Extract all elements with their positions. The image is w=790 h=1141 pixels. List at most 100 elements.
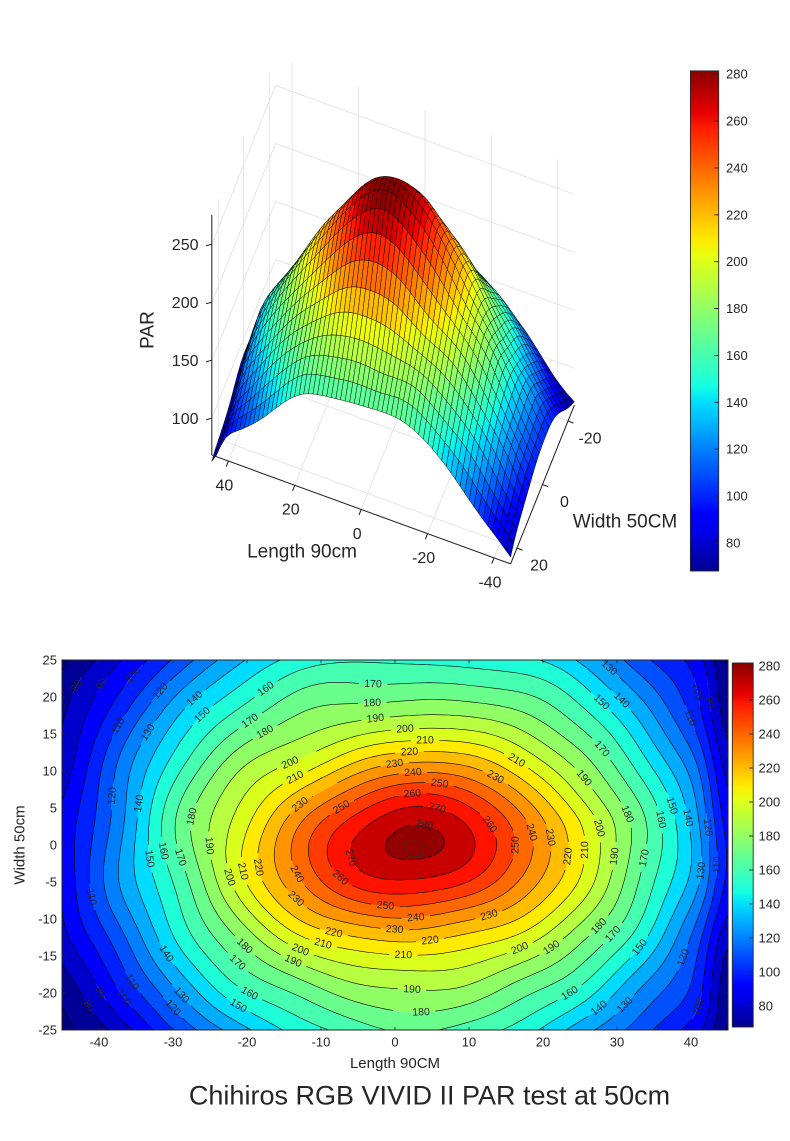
svg-text:10: 10 <box>462 1035 476 1050</box>
svg-text:100: 100 <box>726 489 748 504</box>
svg-text:Chihiros RGB VIVID II PAR test: Chihiros RGB VIVID II PAR test at 50cm <box>189 1081 670 1111</box>
svg-text:280: 280 <box>726 67 748 82</box>
svg-text:220: 220 <box>561 847 575 866</box>
svg-text:Width 50cm: Width 50cm <box>12 805 29 884</box>
svg-text:0: 0 <box>560 494 569 511</box>
svg-text:80: 80 <box>81 998 98 1014</box>
svg-text:170: 170 <box>364 678 382 691</box>
svg-text:0: 0 <box>391 1035 398 1050</box>
svg-text:120: 120 <box>701 818 715 837</box>
svg-text:180: 180 <box>412 1006 430 1019</box>
svg-text:250: 250 <box>430 777 449 791</box>
svg-text:-10: -10 <box>312 1035 331 1050</box>
svg-text:210: 210 <box>313 936 333 952</box>
svg-text:210: 210 <box>394 949 412 961</box>
svg-text:230: 230 <box>386 923 404 936</box>
svg-text:140: 140 <box>680 808 695 828</box>
svg-text:-40: -40 <box>478 574 501 591</box>
svg-text:90: 90 <box>93 984 109 1000</box>
svg-text:120: 120 <box>726 442 748 457</box>
svg-text:20: 20 <box>43 690 57 705</box>
svg-text:40: 40 <box>216 478 234 495</box>
svg-text:-20: -20 <box>238 1035 257 1050</box>
svg-text:130: 130 <box>694 861 708 880</box>
svg-text:120: 120 <box>675 947 693 968</box>
svg-text:140: 140 <box>132 794 146 813</box>
svg-text:220: 220 <box>726 207 748 222</box>
svg-text:PAR: PAR <box>138 311 159 349</box>
svg-text:210: 210 <box>579 841 591 859</box>
svg-text:25: 25 <box>43 653 57 668</box>
svg-text:180: 180 <box>184 807 199 827</box>
svg-text:210: 210 <box>235 861 250 881</box>
svg-text:-25: -25 <box>38 1023 57 1038</box>
svg-text:260: 260 <box>403 787 422 800</box>
svg-text:240: 240 <box>407 911 426 924</box>
svg-text:240: 240 <box>404 766 422 779</box>
svg-text:180: 180 <box>759 829 781 844</box>
svg-text:220: 220 <box>324 925 344 941</box>
svg-text:270: 270 <box>427 800 447 816</box>
svg-text:20: 20 <box>282 502 300 519</box>
svg-text:240: 240 <box>726 160 748 175</box>
svg-text:5: 5 <box>50 801 57 816</box>
svg-text:200: 200 <box>396 723 414 736</box>
svg-text:200: 200 <box>221 867 238 887</box>
svg-text:270: 270 <box>342 848 358 868</box>
svg-text:110: 110 <box>84 888 99 907</box>
svg-text:-20: -20 <box>578 431 601 448</box>
svg-text:160: 160 <box>726 348 748 363</box>
svg-text:-20: -20 <box>38 986 57 1001</box>
svg-text:150: 150 <box>172 353 199 370</box>
svg-text:90: 90 <box>94 676 111 693</box>
svg-text:220: 220 <box>759 761 781 776</box>
svg-text:150: 150 <box>663 795 680 815</box>
svg-text:180: 180 <box>726 301 748 316</box>
svg-text:110: 110 <box>711 856 724 873</box>
svg-text:220: 220 <box>251 858 266 877</box>
svg-text:250: 250 <box>172 237 199 254</box>
svg-text:230: 230 <box>479 907 499 924</box>
svg-text:210: 210 <box>416 734 434 746</box>
svg-text:-5: -5 <box>45 875 57 890</box>
svg-text:80: 80 <box>726 535 740 550</box>
svg-text:160: 160 <box>653 810 668 830</box>
svg-text:190: 190 <box>366 712 385 726</box>
svg-text:20: 20 <box>530 558 548 575</box>
svg-text:0: 0 <box>50 838 57 853</box>
svg-text:260: 260 <box>759 693 781 708</box>
svg-text:170: 170 <box>172 847 189 867</box>
svg-text:20: 20 <box>536 1035 550 1050</box>
svg-text:40: 40 <box>684 1035 698 1050</box>
svg-text:190: 190 <box>608 847 622 866</box>
svg-text:80: 80 <box>759 998 773 1013</box>
svg-text:220: 220 <box>400 746 418 759</box>
svg-text:100: 100 <box>759 964 781 979</box>
svg-text:110: 110 <box>682 708 699 728</box>
svg-text:-10: -10 <box>38 912 57 927</box>
svg-text:170: 170 <box>637 848 652 868</box>
svg-text:230: 230 <box>543 828 558 848</box>
svg-text:100: 100 <box>690 996 707 1017</box>
svg-text:-20: -20 <box>412 550 435 567</box>
svg-text:200: 200 <box>172 295 199 312</box>
svg-text:190: 190 <box>202 836 216 855</box>
svg-text:0: 0 <box>353 526 362 543</box>
svg-text:90: 90 <box>703 695 716 708</box>
svg-text:160: 160 <box>759 863 781 878</box>
svg-text:190: 190 <box>403 983 421 996</box>
svg-text:250: 250 <box>376 899 395 912</box>
svg-text:150: 150 <box>142 849 156 868</box>
svg-text:15: 15 <box>43 727 57 742</box>
svg-text:Length 90CM: Length 90CM <box>350 1055 440 1072</box>
svg-text:100: 100 <box>172 411 199 428</box>
svg-text:30: 30 <box>610 1035 624 1050</box>
svg-text:200: 200 <box>759 795 781 810</box>
svg-text:-30: -30 <box>164 1035 183 1050</box>
svg-text:10: 10 <box>43 764 57 779</box>
svg-text:120: 120 <box>106 786 119 804</box>
svg-text:220: 220 <box>421 934 440 948</box>
svg-text:120: 120 <box>759 930 781 945</box>
svg-text:230: 230 <box>385 757 404 771</box>
svg-text:-40: -40 <box>90 1035 109 1050</box>
